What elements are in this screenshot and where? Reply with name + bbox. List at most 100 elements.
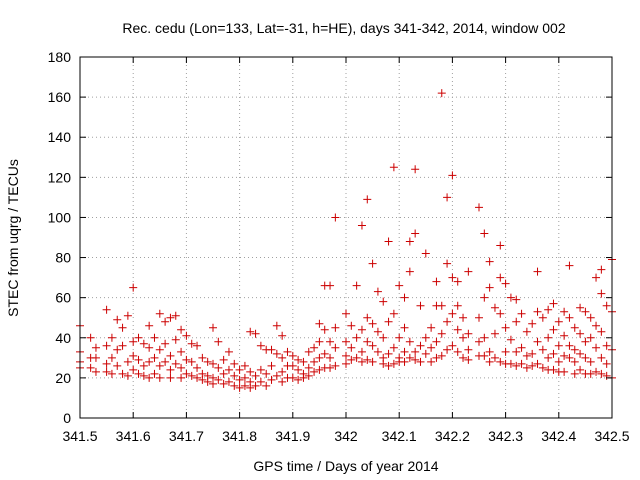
data-point [139,339,148,348]
data-point [262,381,271,390]
data-point [517,359,526,368]
data-point [528,361,537,370]
data-point [592,343,601,352]
data-point [107,333,116,342]
data-point [379,359,388,368]
data-point [278,377,287,386]
data-point [538,345,547,354]
data-point [118,323,127,332]
data-point [485,347,494,356]
data-point [501,323,510,332]
data-point [161,339,170,348]
axis-ticks: 341.5 341.6 341.7 341.8 341.9 342 342.1 342.2 34… [48,49,630,444]
data-point [538,363,547,372]
data-point [586,357,595,366]
data-point [224,365,233,374]
data-point [490,353,499,362]
data-point [464,355,473,364]
data-point [251,329,260,338]
data-point [347,321,356,330]
data-point [602,371,611,380]
data-point [235,375,244,384]
data-point [166,351,175,360]
data-point [331,323,340,332]
data-point [272,321,281,330]
data-point [256,341,265,350]
y-tick-label: 120 [48,169,72,185]
data-point [246,327,255,336]
data-point [538,313,547,322]
data-point [145,321,154,330]
data-point [464,267,473,276]
data-point [565,353,574,362]
data-point [187,339,196,348]
data-point [512,317,521,326]
data-point [533,337,542,346]
data-point [384,237,393,246]
data-point [134,369,143,378]
data-point [597,265,606,274]
data-point [187,357,196,366]
data-point [480,229,489,238]
data-point [246,367,255,376]
data-point [427,357,436,366]
data-point [597,327,606,336]
x-tick-label: 342.2 [435,428,470,444]
data-point [443,345,452,354]
data-point [395,333,404,342]
data-point [592,321,601,330]
data-point [182,369,191,378]
data-point [145,373,154,382]
data-point [512,295,521,304]
data-point [347,343,356,352]
data-point [565,261,574,270]
data-point [565,313,574,322]
data-point [107,369,116,378]
data-point [166,365,175,374]
data-point [379,333,388,342]
data-point [155,309,164,318]
data-point [480,351,489,360]
x-tick-label: 341.5 [62,428,97,444]
data-point [240,361,249,370]
data-point [437,301,446,310]
data-point [554,357,563,366]
data-point [373,287,382,296]
y-tick-label: 80 [55,250,71,266]
data-point [448,273,457,282]
data-point [581,353,590,362]
data-point [326,363,335,372]
data-point [209,379,217,388]
data-point [352,353,361,362]
data-point [586,333,595,342]
data-point [517,343,526,352]
data-point [166,373,175,382]
data-point [496,357,505,366]
data-point [91,367,100,376]
y-tick-label: 140 [48,129,72,145]
data-point [357,221,366,230]
data-point [421,249,430,258]
data-point [240,373,249,382]
data-point [155,373,164,382]
data-point [549,299,558,308]
data-point [187,371,196,380]
data-point [554,341,563,350]
data-point [405,353,414,362]
data-point [357,347,366,356]
y-tick-label: 180 [48,49,72,65]
x-tick-label: 341.9 [275,428,310,444]
data-point [437,351,446,360]
data-point [576,365,585,374]
data-point [288,361,297,370]
data-point [256,365,265,374]
data-point [304,363,313,372]
x-tick-label: 342.5 [594,428,629,444]
data-point [203,377,212,386]
data-point [315,365,324,374]
data-point [246,383,255,392]
data-point [501,347,510,356]
y-axis-label: STEC from uqrg / TECUs [5,159,21,317]
data-point [368,341,377,350]
